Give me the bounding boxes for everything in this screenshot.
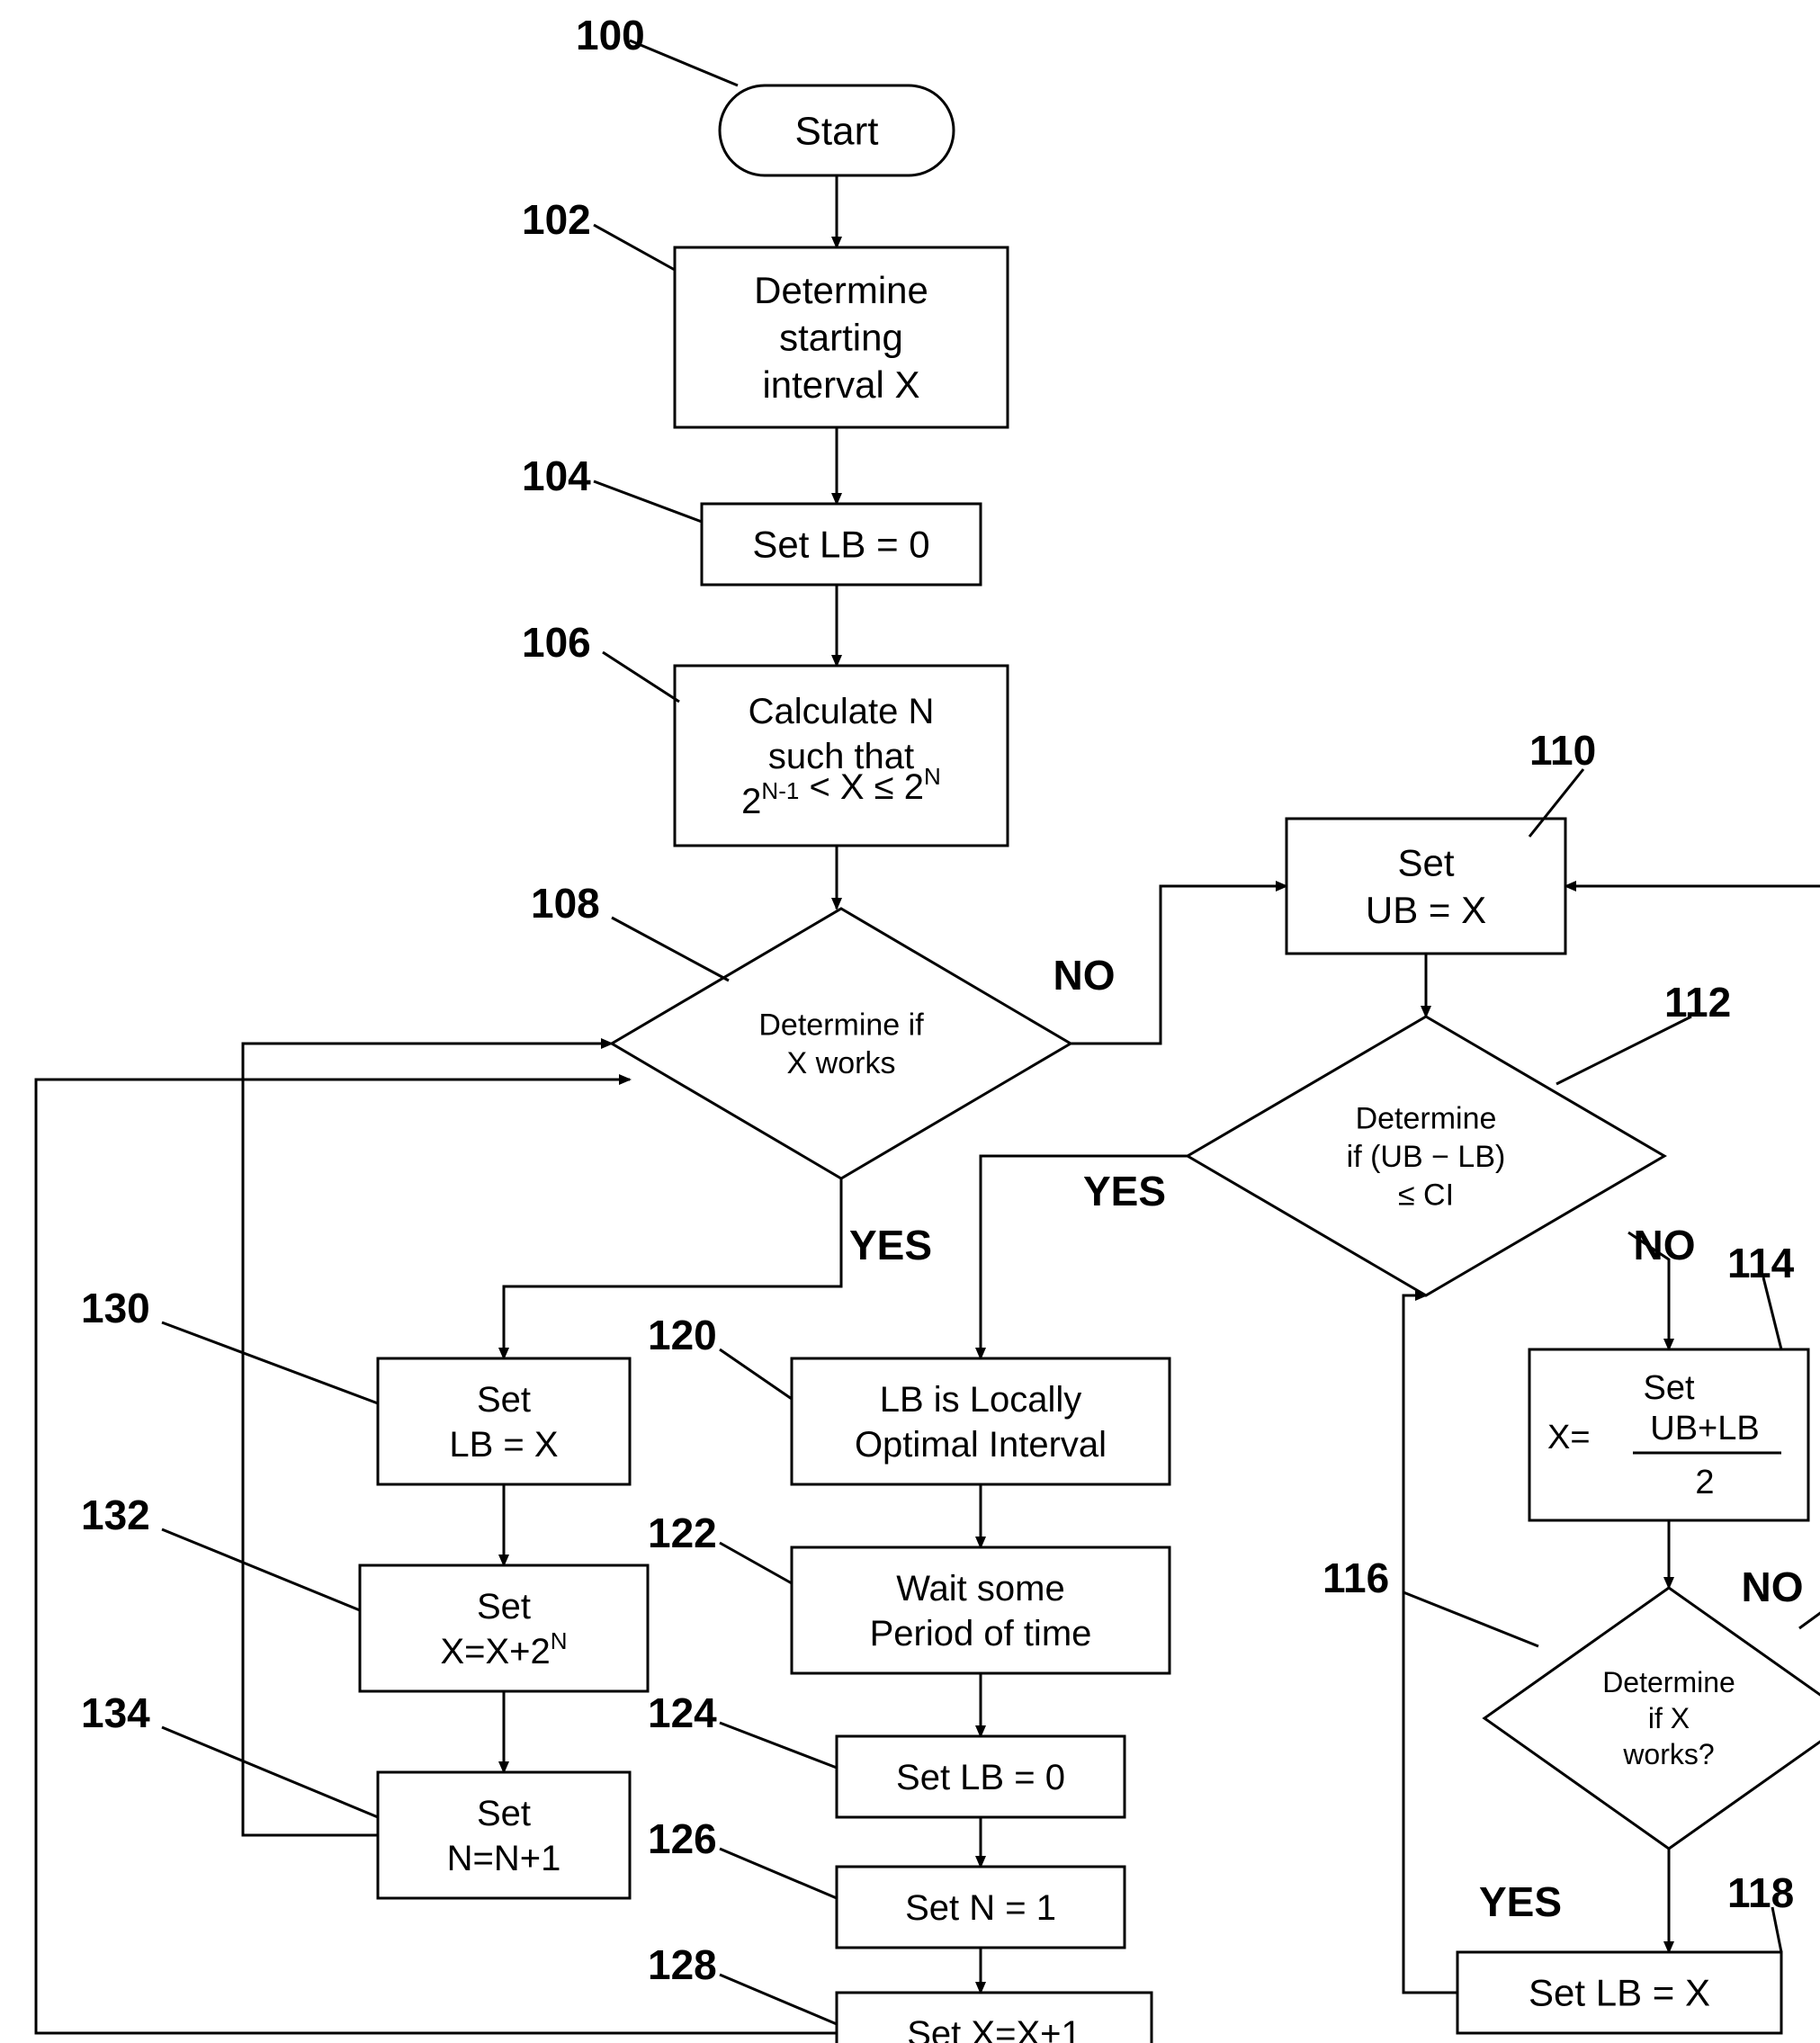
- svg-text:X=: X=: [1547, 1419, 1591, 1456]
- ref-label-n120: 120: [648, 1312, 717, 1358]
- ref-label-n130: 130: [81, 1285, 150, 1331]
- ref-label-n100: 100: [576, 12, 645, 58]
- ref-label-n134: 134: [81, 1689, 150, 1736]
- edge-label-n108-n130: YES: [849, 1222, 932, 1268]
- node-n124: Set LB = 0 124: [648, 1689, 1125, 1817]
- svg-text:2: 2: [1695, 1464, 1714, 1501]
- svg-text:Set: Set: [1643, 1369, 1694, 1407]
- ref-label-n128: 128: [648, 1941, 717, 1988]
- edge-label-n108-n110: NO: [1053, 952, 1116, 999]
- ref-label-n106: 106: [522, 619, 591, 666]
- edge-n118-n112: [1403, 1295, 1457, 1993]
- node-n132: SetX=X+2N132: [81, 1492, 648, 1691]
- node-text-n104: Set LB = 0: [752, 524, 929, 566]
- ref-label-n118: 118: [1727, 1869, 1794, 1916]
- node-n104: Set LB = 0 104: [522, 453, 981, 585]
- node-text-n118: Set LB = X: [1529, 1972, 1710, 2014]
- node-text-n100: Start: [795, 109, 879, 153]
- node-text-n102: Determinestartinginterval X: [754, 269, 928, 406]
- ref-label-n102: 102: [522, 196, 591, 243]
- node-n106: Calculate Nsuch that2N-1 < X ≤ 2N 106: [522, 619, 1008, 846]
- ref-label-n116: 116: [1322, 1555, 1389, 1601]
- ref-label-n126: 126: [648, 1815, 717, 1862]
- node-text-n124: Set LB = 0: [896, 1758, 1065, 1797]
- ref-label-n114: 114: [1727, 1240, 1795, 1286]
- ref-label-n112: 112: [1664, 979, 1731, 1026]
- ref-label-n108: 108: [531, 880, 600, 927]
- node-n102: Determinestartinginterval X 102: [522, 196, 1008, 427]
- ref-label-n110: 110: [1529, 727, 1596, 774]
- ref-label-n124: 124: [648, 1689, 717, 1736]
- edge-label-n112-n114: NO: [1634, 1222, 1696, 1268]
- edge-label-n112-n120: YES: [1083, 1168, 1166, 1214]
- ref-label-n122: 122: [648, 1510, 717, 1556]
- edge-label-n116-n110: NO: [1742, 1564, 1804, 1610]
- node-n110: SetUB = X110: [1287, 727, 1596, 954]
- node-n120: LB is LocallyOptimal Interval120: [648, 1312, 1170, 1484]
- node-n130: SetLB = X130: [81, 1285, 630, 1484]
- edge-label-n116-n118: YES: [1479, 1878, 1562, 1925]
- node-n134: SetN=N+1134: [81, 1689, 630, 1898]
- node-text-n128: Set X=X+1: [907, 2014, 1080, 2043]
- node-n100: Start 100: [576, 12, 954, 175]
- ref-label-n132: 132: [81, 1492, 150, 1538]
- node-n128: Set X=X+1 128: [648, 1941, 1152, 2043]
- node-n126: Set N = 1 126: [648, 1815, 1125, 1948]
- node-text-n106: Calculate Nsuch that2N-1 < X ≤ 2N: [741, 692, 941, 821]
- node-n108: Determine ifX works108: [531, 880, 1071, 1178]
- node-n122: Wait somePeriod of time122: [648, 1510, 1170, 1673]
- flowchart-canvas: NO YES YES NO NO YES Start 100 Determinestarting…: [0, 0, 1820, 2043]
- node-text-n126: Set N = 1: [905, 1888, 1056, 1928]
- ref-label-n104: 104: [522, 453, 591, 499]
- svg-text:UB+LB: UB+LB: [1650, 1410, 1759, 1447]
